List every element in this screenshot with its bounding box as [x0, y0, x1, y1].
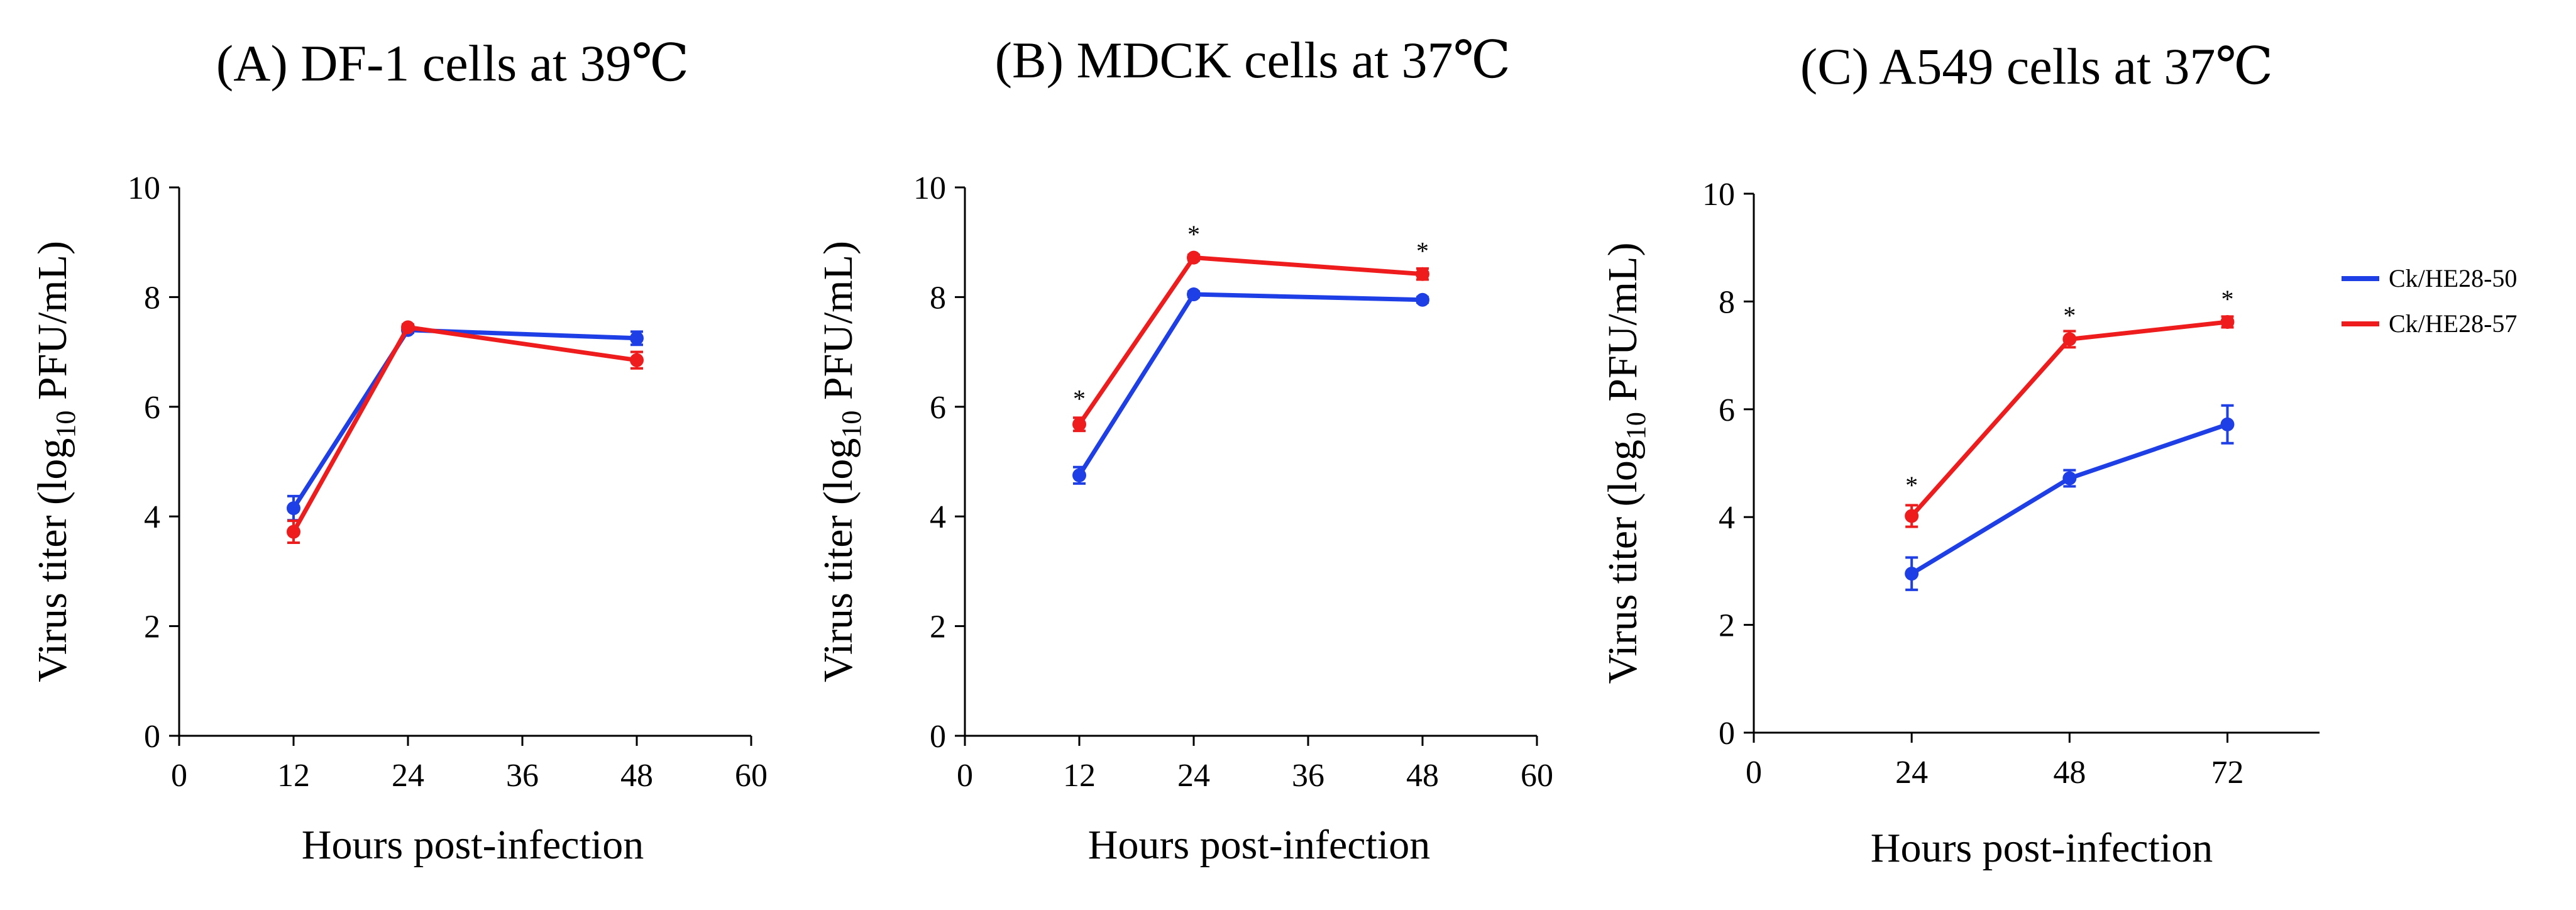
y-tick-label: 8 — [1719, 284, 1735, 320]
y-tick-label: 6 — [1719, 392, 1735, 428]
chart-title: (A) DF-1 cells at 39℃ — [216, 35, 689, 92]
series-ck57 — [1905, 314, 2235, 528]
y-tick-label: 0 — [930, 719, 946, 755]
y-axis-label: Virus titer (log10 PFU/mL) — [30, 241, 81, 682]
data-point — [1905, 509, 1919, 523]
legend-label-ck57: Ck/HE28-57 — [2389, 309, 2517, 338]
y-tick-label: 8 — [930, 280, 946, 316]
data-point — [2220, 314, 2235, 329]
x-tick-label: 48 — [1406, 758, 1439, 794]
data-point — [2062, 332, 2077, 347]
x-tick-label: 0 — [1746, 755, 1762, 791]
y-tick-label: 10 — [1702, 177, 1735, 213]
x-tick-label: 36 — [1292, 758, 1324, 794]
significance-asterisk: * — [2063, 301, 2076, 330]
data-point — [1187, 287, 1201, 302]
y-axis-label-part: Virus titer (log — [30, 438, 75, 682]
legend-label-ck50: Ck/HE28-50 — [2389, 264, 2517, 292]
x-axis-label: Hours post-infection — [302, 822, 644, 868]
data-point — [1416, 267, 1429, 281]
x-tick-label: 24 — [392, 758, 424, 794]
x-tick-label: 36 — [506, 758, 539, 794]
x-tick-label: 60 — [735, 758, 768, 794]
series-ck50 — [1072, 287, 1429, 485]
data-point — [287, 524, 300, 539]
y-tick-label: 4 — [1719, 500, 1735, 536]
x-axis-label: Hours post-infection — [1088, 822, 1430, 868]
y-axis-label: Virus titer (log10 PFU/mL) — [1600, 243, 1651, 684]
data-point — [1905, 567, 1919, 581]
data-point — [1072, 417, 1086, 431]
x-tick-label: 0 — [957, 758, 973, 794]
data-point — [2220, 417, 2235, 431]
significance-asterisk: * — [2221, 285, 2233, 313]
x-tick-label: 24 — [1895, 755, 1928, 791]
y-axis-label-part: PFU/mL) — [815, 241, 861, 411]
y-axis-label-subscript: 10 — [50, 411, 81, 438]
x-tick-label: 48 — [2053, 755, 2086, 791]
data-point — [1072, 468, 1086, 482]
data-point — [630, 331, 644, 345]
significance-asterisk: * — [1073, 385, 1086, 413]
y-tick-label: 2 — [930, 609, 946, 645]
y-axis-label-subscript: 10 — [836, 411, 867, 438]
y-tick-label: 6 — [930, 390, 946, 426]
y-tick-label: 2 — [1719, 608, 1735, 644]
data-point — [401, 320, 415, 335]
x-tick-label: 48 — [620, 758, 653, 794]
x-tick-label: 72 — [2211, 755, 2243, 791]
y-tick-label: 10 — [128, 170, 160, 206]
y-tick-label: 10 — [913, 170, 946, 206]
y-tick-label: 4 — [144, 499, 160, 535]
y-axis-label-subscript: 10 — [1621, 412, 1651, 440]
y-tick-label: 2 — [144, 609, 160, 645]
y-tick-label: 0 — [1719, 716, 1735, 752]
x-tick-label: 12 — [277, 758, 310, 794]
x-tick-label: 24 — [1177, 758, 1210, 794]
series-ck57 — [1072, 250, 1429, 433]
y-axis-label-part: Virus titer (log — [1600, 440, 1646, 684]
data-point — [2062, 471, 2077, 486]
y-tick-label: 8 — [144, 280, 160, 316]
x-tick-label: 0 — [171, 758, 187, 794]
y-axis-label-part: PFU/mL) — [30, 241, 75, 411]
series-ck50 — [1905, 404, 2235, 591]
data-point — [1187, 250, 1201, 265]
significance-asterisk: * — [1187, 220, 1200, 248]
significance-asterisk: * — [1416, 236, 1429, 265]
x-tick-label: 12 — [1063, 758, 1096, 794]
y-tick-label: 0 — [144, 719, 160, 755]
series-ck57 — [287, 320, 644, 545]
chart-title: (C) A549 cells at 37℃ — [1800, 38, 2273, 95]
data-point — [1416, 292, 1429, 307]
chart-title: (B) MDCK cells at 37℃ — [995, 31, 1511, 89]
y-tick-label: 4 — [930, 499, 946, 535]
y-axis-label-part: Virus titer (log — [815, 438, 861, 682]
significance-asterisk: * — [1905, 471, 1918, 499]
legend: Ck/HE28-50 Ck/HE28-57 — [2342, 264, 2517, 338]
y-axis-label-part: PFU/mL) — [1600, 243, 1646, 413]
data-point — [630, 353, 644, 367]
x-tick-label: 60 — [1521, 758, 1553, 794]
y-axis-label: Virus titer (log10 PFU/mL) — [815, 241, 867, 682]
x-axis-label: Hours post-infection — [1871, 825, 2213, 871]
data-point — [287, 501, 300, 516]
y-tick-label: 6 — [144, 390, 160, 426]
